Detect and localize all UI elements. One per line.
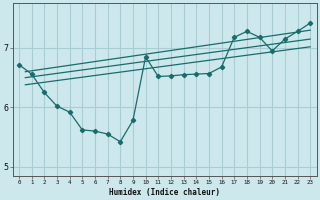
X-axis label: Humidex (Indice chaleur): Humidex (Indice chaleur) bbox=[109, 188, 220, 197]
